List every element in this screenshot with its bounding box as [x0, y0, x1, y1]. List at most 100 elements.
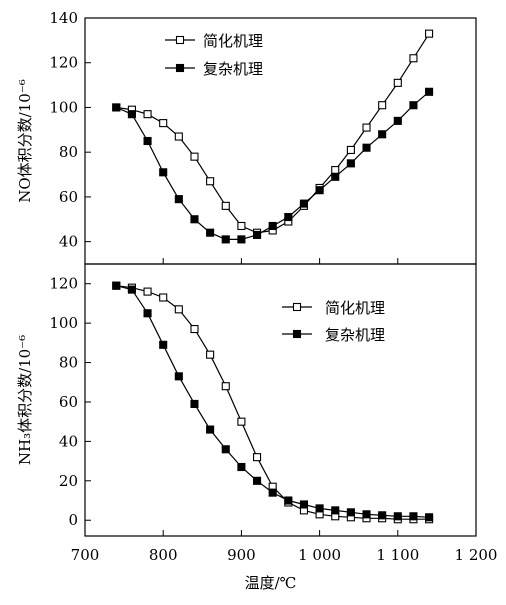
data-point: [206, 425, 215, 434]
data-point: [190, 215, 199, 224]
legend-marker: [175, 35, 185, 45]
data-point: [174, 195, 183, 204]
y-tick-label: 80: [59, 143, 78, 161]
data-point: [143, 110, 152, 119]
data-point: [315, 186, 324, 195]
data-point: [159, 293, 168, 302]
plot-frame: [84, 263, 477, 537]
data-point: [378, 130, 387, 139]
data-point: [143, 287, 152, 296]
data-point: [252, 453, 262, 462]
y-tick-label: 20: [59, 472, 78, 490]
data-point: [268, 488, 277, 497]
data-point: [237, 462, 246, 472]
data-point: [299, 199, 309, 208]
data-point: [190, 152, 199, 161]
data-point: [362, 510, 371, 519]
y-tick-label: 120: [49, 275, 78, 293]
data-point: [237, 417, 246, 426]
data-point: [237, 221, 246, 231]
data-point: [378, 101, 387, 110]
legend-marker: [175, 63, 185, 73]
data-point: [190, 324, 199, 334]
y-tick-label: 0: [68, 511, 78, 529]
data-point: [393, 78, 402, 87]
data-point: [159, 119, 168, 128]
data-point: [190, 399, 199, 408]
legend-label: 复杂机理: [203, 60, 263, 78]
data-point: [221, 201, 230, 210]
y-axis-title: NH₃体积分数/10⁻⁶: [16, 335, 34, 465]
data-point: [362, 143, 371, 152]
series-line-complex: [116, 285, 430, 518]
data-point: [346, 508, 355, 517]
data-point: [425, 87, 434, 96]
x-tick-label: 700: [71, 546, 100, 564]
y-axis-title: NO体积分数/10⁻⁶: [16, 79, 34, 203]
data-point: [409, 54, 418, 63]
data-point: [299, 500, 309, 509]
data-point: [409, 512, 418, 521]
data-point: [206, 228, 215, 237]
data-point: [159, 168, 168, 177]
data-point: [174, 372, 183, 381]
y-tick-label: 60: [59, 188, 78, 206]
panel-nh3: 0 20 40 60 80 100 120 700 800 900 1 000 1 100 1 200 N…: [16, 263, 498, 592]
data-point: [174, 305, 183, 314]
legend-marker: [292, 329, 302, 339]
y-tick-label: 60: [59, 393, 78, 411]
data-point: [425, 29, 434, 38]
data-point: [393, 116, 402, 125]
y-tick-label: 40: [59, 432, 78, 450]
x-axis-title: 温度/℃: [245, 574, 297, 592]
data-point: [237, 235, 246, 244]
data-point: [393, 512, 402, 521]
legend-label: 复杂机理: [325, 326, 385, 344]
data-point: [221, 235, 230, 244]
data-point: [346, 159, 355, 168]
x-tick-label: 800: [149, 546, 178, 564]
y-tick-label: 80: [59, 354, 78, 372]
data-point: [127, 110, 136, 119]
data-point: [143, 309, 152, 318]
series-line-complex: [116, 91, 430, 240]
data-point: [206, 177, 215, 186]
data-point: [331, 506, 340, 515]
legend-label: 简化机理: [325, 299, 385, 317]
x-tick-label: 1 200: [455, 546, 498, 564]
data-point: [409, 101, 418, 110]
data-point: [252, 476, 262, 485]
legend-label: 简化机理: [203, 32, 263, 50]
data-point: [221, 382, 230, 391]
data-point: [346, 145, 355, 154]
data-point: [331, 172, 340, 181]
y-tick-label: 120: [49, 54, 78, 72]
y-tick-label: 100: [49, 98, 78, 116]
data-point: [206, 350, 215, 359]
data-point: [252, 230, 262, 239]
data-point: [378, 511, 387, 520]
y-tick-label: 100: [49, 314, 78, 332]
y-tick-label: 140: [49, 9, 78, 27]
data-point: [362, 123, 371, 132]
data-point: [268, 221, 277, 231]
data-point: [284, 212, 293, 222]
x-tick-label: 1 000: [298, 546, 341, 564]
data-point: [112, 103, 121, 112]
data-point: [284, 496, 293, 505]
data-point: [425, 513, 434, 522]
y-tick-label: 40: [59, 233, 78, 251]
x-tick-label: 900: [227, 546, 256, 564]
data-point: [127, 285, 136, 294]
x-tick-label: 1 100: [376, 546, 419, 564]
data-point: [315, 504, 324, 513]
data-point: [112, 281, 121, 290]
legend-marker: [292, 302, 302, 312]
data-point: [331, 166, 340, 175]
data-point: [143, 136, 152, 146]
data-point: [221, 445, 230, 454]
data-point: [159, 340, 168, 349]
